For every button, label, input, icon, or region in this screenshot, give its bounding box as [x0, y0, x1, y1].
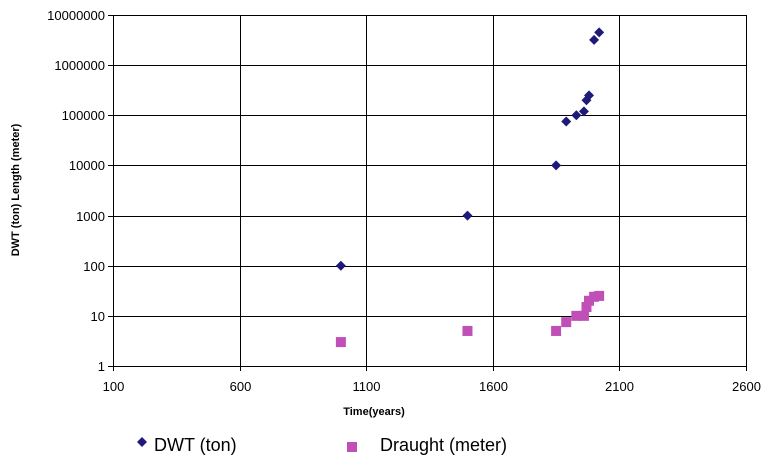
legend-label-draught: Draught (meter) — [380, 435, 507, 455]
x-tick-label: 2100 — [605, 379, 634, 394]
y-tick-label: 100000 — [62, 108, 105, 123]
legend-item-draught: Draught (meter) — [347, 435, 507, 455]
legend-diamond-marker — [137, 437, 147, 447]
draught-data-point — [462, 325, 473, 336]
x-tick-label: 2600 — [732, 379, 761, 394]
x-axis-title: Time(years) — [343, 406, 405, 418]
y-tick-label: 10000000 — [47, 8, 105, 23]
draught-data-point — [581, 302, 592, 313]
legend-diamond — [137, 437, 147, 447]
dwt-data-point — [584, 90, 595, 101]
dwt-data-point — [335, 260, 346, 271]
x-tick-label: 600 — [230, 379, 252, 394]
y-tick-label: 100 — [83, 259, 105, 274]
legend-label-dwt: DWT (ton) — [154, 435, 237, 455]
x-tick-label: 1100 — [353, 379, 381, 394]
y-tick-label: 10 — [91, 309, 105, 324]
dwt-series — [335, 27, 605, 271]
draught-data-point — [594, 290, 605, 301]
y-tick-label: 1 — [98, 359, 105, 374]
data-points — [335, 27, 605, 348]
draught-data-point — [571, 310, 582, 321]
axes — [108, 15, 747, 371]
draught-data-point — [589, 291, 600, 302]
legend-square-marker — [347, 442, 357, 452]
y-tick-label: 1000 — [76, 209, 105, 224]
legend-square — [347, 442, 357, 452]
dwt-data-point — [594, 27, 605, 38]
dwt-data-point — [561, 116, 572, 127]
dwt-data-point — [462, 210, 473, 221]
draught-data-point — [561, 317, 572, 328]
legend: DWT (ton) Draught (meter) — [137, 435, 507, 455]
y-tick-label: 10000 — [69, 158, 105, 173]
y-axis-title: DWT (ton) Length (meter) — [10, 123, 22, 256]
plot-area — [113, 15, 746, 366]
draught-data-point — [335, 337, 346, 348]
x-tick-label: 100 — [103, 379, 125, 394]
dwt-data-point — [551, 160, 562, 171]
dwt-data-point — [589, 34, 600, 45]
tick-labels: 1 10 100 1000 10000 100000 1000000 10000000 100 6… — [47, 8, 761, 394]
dwt-data-point — [578, 106, 589, 117]
dwt-data-point — [571, 110, 582, 121]
y-tick-label: 1000000 — [54, 58, 105, 73]
draught-data-point — [551, 325, 562, 336]
draught-data-point — [578, 310, 589, 321]
plot-border — [113, 15, 747, 367]
legend-item-dwt: DWT (ton) — [137, 435, 237, 455]
x-tick-label: 1600 — [479, 379, 508, 394]
draught-series — [335, 290, 605, 348]
draught-data-point — [584, 295, 595, 306]
